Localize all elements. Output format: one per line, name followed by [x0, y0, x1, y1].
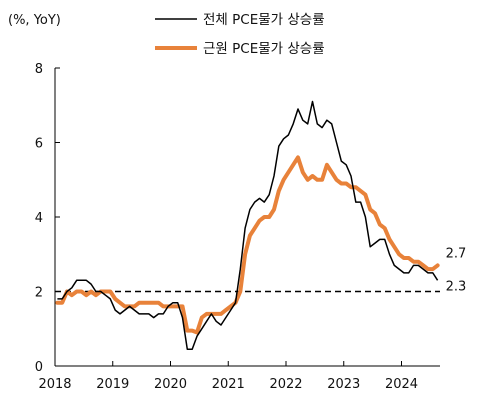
x-tick-label: 2023: [327, 377, 360, 392]
y-axis-ticks: 0 2 4 6 8: [35, 62, 60, 375]
x-tick-label: 2022: [269, 377, 302, 392]
x-tick-label: 2019: [96, 377, 129, 392]
x-tick-label: 2020: [154, 377, 187, 392]
legend-label-core: 근원 PCE물가 상승률: [203, 41, 325, 57]
headline-pce-line: [57, 100, 439, 350]
legend-label-headline: 전체 PCE물가 상승률: [203, 12, 325, 28]
y-tick-label: 4: [35, 211, 43, 226]
y-tick-label: 0: [35, 360, 43, 375]
y-axis-unit-label: (%, YoY): [8, 13, 61, 28]
x-tick-label: 2024: [385, 377, 418, 392]
x-tick-label: 2018: [38, 377, 71, 392]
legend: 전체 PCE물가 상승률 근원 PCE물가 상승률: [155, 12, 325, 57]
y-tick-label: 6: [35, 137, 43, 152]
y-tick-label: 8: [35, 62, 43, 77]
end-label-headline: 2.3: [446, 279, 467, 294]
end-label-core: 2.7: [446, 246, 467, 261]
x-tick-label: 2021: [212, 377, 245, 392]
x-axis-ticks: 2018 2019 2020 2021 2022 2023 2024: [38, 361, 418, 392]
y-tick-label: 2: [35, 286, 43, 301]
core-pce-line: [55, 155, 440, 335]
